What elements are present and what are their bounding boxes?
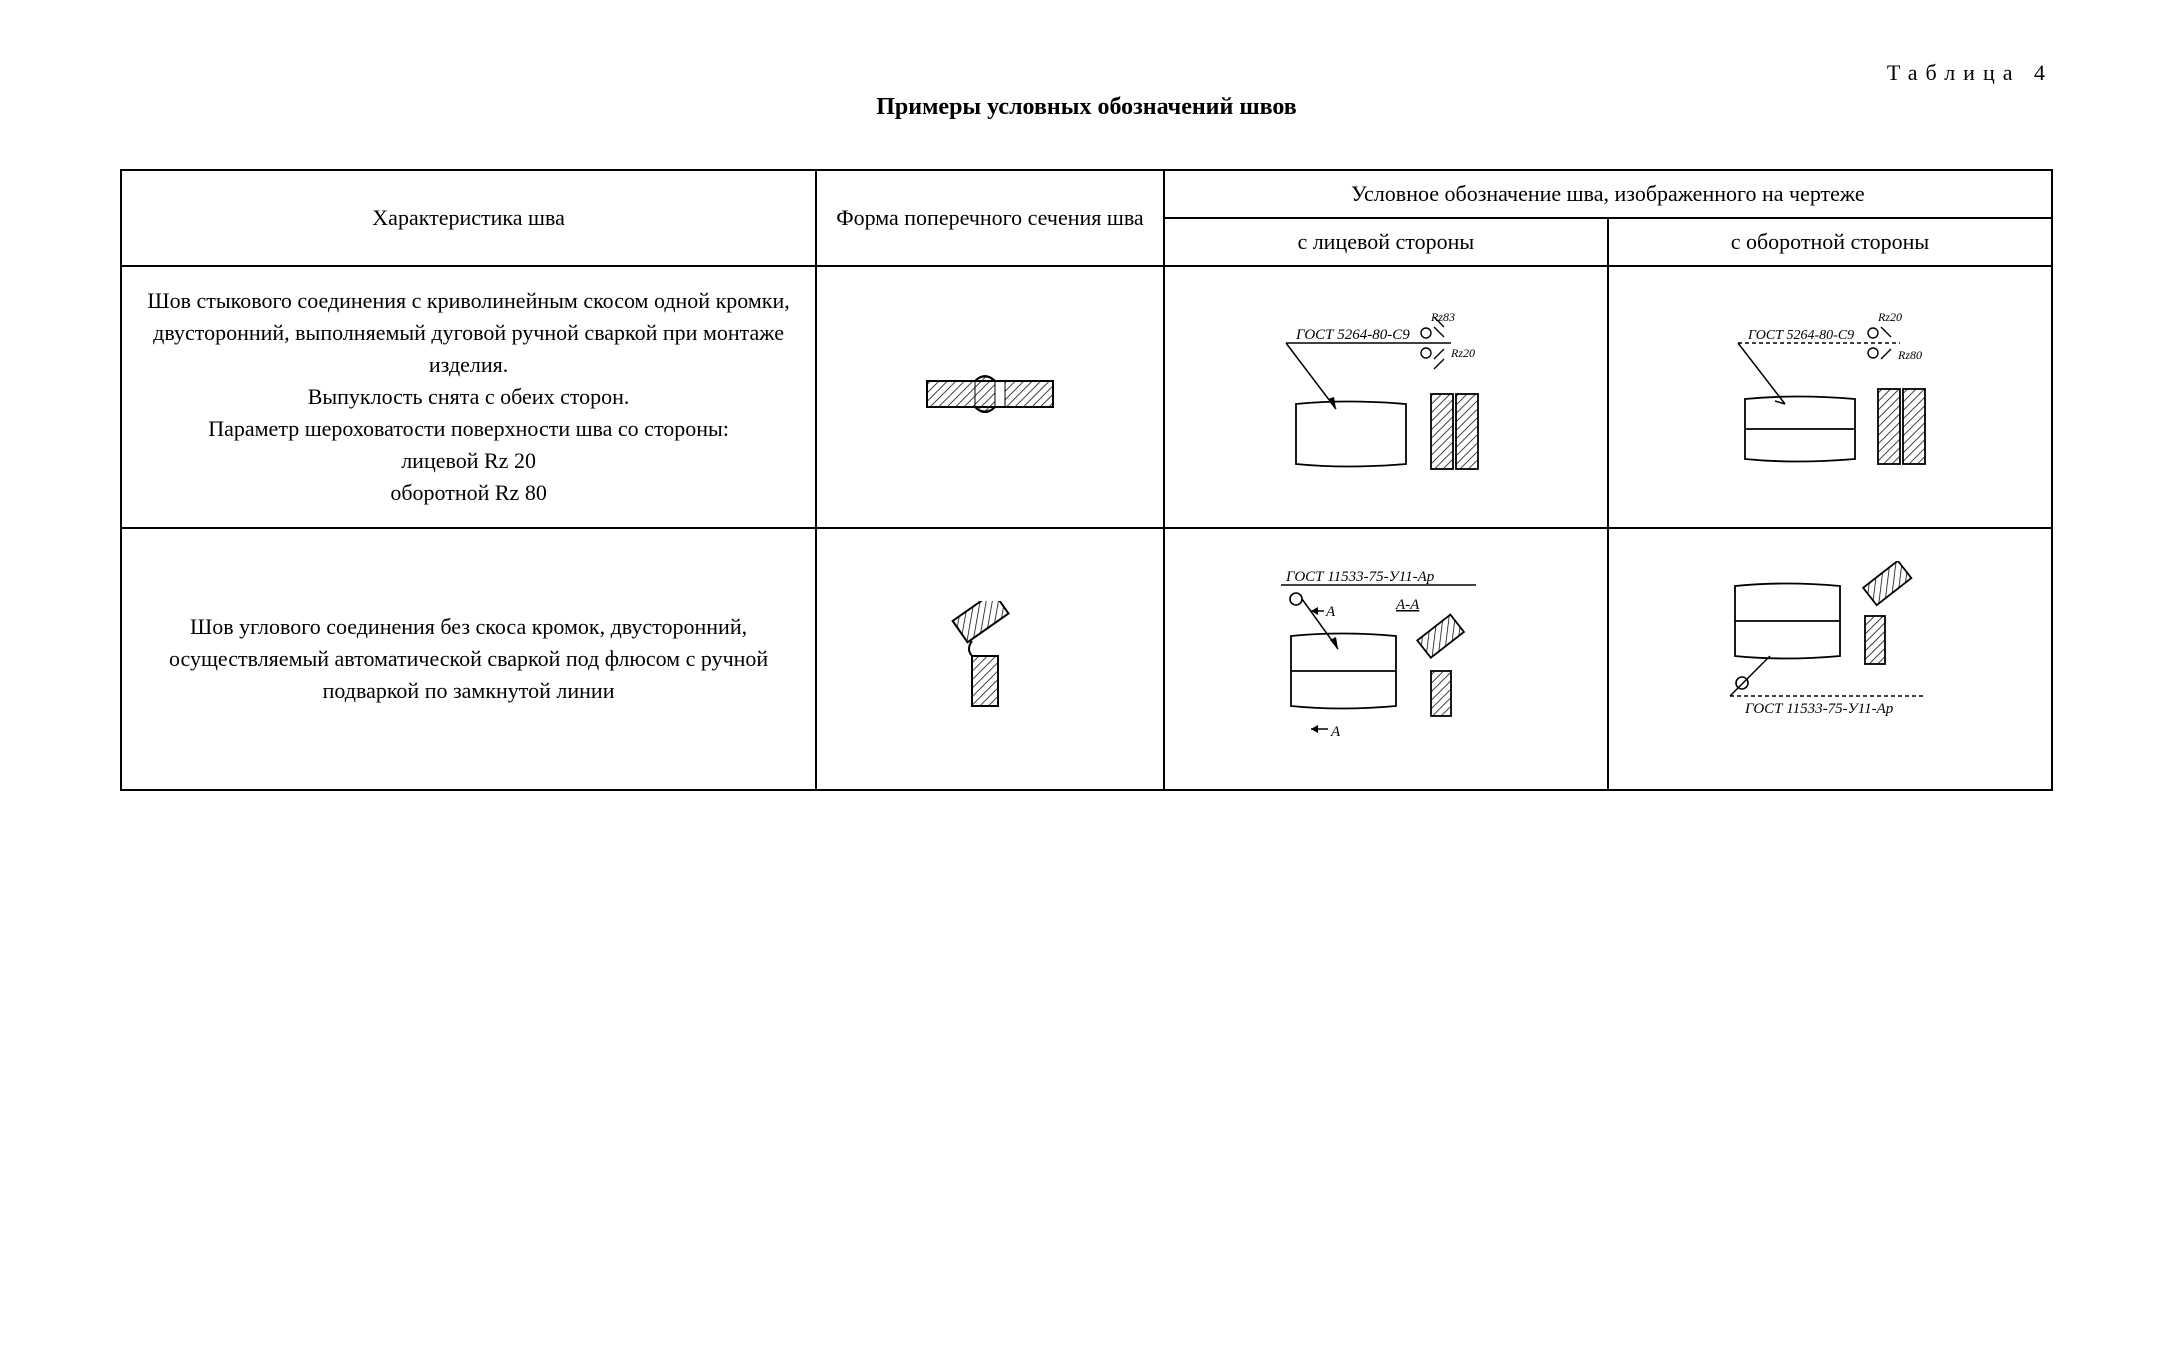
cross-section-icon xyxy=(940,601,1040,711)
table-number-label: Таблица 4 xyxy=(120,60,2053,86)
cell-cross-section xyxy=(816,528,1164,790)
section-aa: А-А xyxy=(1395,597,1420,613)
header-characteristic: Характеристика шва xyxy=(121,170,816,266)
cross-section-icon xyxy=(925,369,1055,419)
header-back-side: с оборотной стороны xyxy=(1608,218,2052,266)
cell-back-designation: ГОСТ 11533-75-У11-Ар xyxy=(1608,528,2052,790)
cell-characteristic: Шов стыкового соединения с криволинейным… xyxy=(121,266,816,528)
cell-back-designation: ГОСТ 5264-80-С9 Rz20 Rz80 xyxy=(1608,266,2052,528)
cell-front-designation: ГОСТ 5264-80-С9 Rz83 Rz20 xyxy=(1164,266,1608,528)
cell-cross-section xyxy=(816,266,1164,528)
weld-symbol-back-icon: ГОСТ 5264-80-С9 Rz20 Rz80 xyxy=(1700,299,1960,489)
weld-designations-table: Характеристика шва Форма поперечного сеч… xyxy=(120,169,2053,791)
table-row: Шов углового соединения без скоса кромок… xyxy=(121,528,2052,790)
characteristic-text: Шов углового соединения без скоса кромок… xyxy=(136,611,801,707)
rz-lower: Rz20 xyxy=(1450,346,1475,360)
characteristic-text: Шов стыкового соединения с криволинейным… xyxy=(136,285,801,508)
header-front-side: с лицевой стороны xyxy=(1164,218,1608,266)
gost-label: ГОСТ 11533-75-У11-Ар xyxy=(1285,569,1435,585)
header-cross-section: Форма поперечного сечения шва xyxy=(816,170,1164,266)
rz-lower: Rz80 xyxy=(1897,348,1922,362)
rz-upper: Rz83 xyxy=(1430,310,1455,324)
gost-label: ГОСТ 5264-80-С9 xyxy=(1747,328,1854,343)
weld-symbol-front-icon: ГОСТ 11533-75-У11-Ар А А-А А xyxy=(1256,561,1516,751)
section-a: А xyxy=(1325,604,1336,620)
gost-label: ГОСТ 11533-75-У11-Ар xyxy=(1744,701,1894,717)
cell-characteristic: Шов углового соединения без скоса кромок… xyxy=(121,528,816,790)
gost-label: ГОСТ 5264-80-С9 xyxy=(1295,327,1410,343)
header-designation-group: Условное обозначение шва, изображенного … xyxy=(1164,170,2052,218)
weld-symbol-front-icon: ГОСТ 5264-80-С9 Rz83 Rz20 xyxy=(1256,299,1516,489)
cell-front-designation: ГОСТ 11533-75-У11-Ар А А-А А xyxy=(1164,528,1608,790)
rz-upper: Rz20 xyxy=(1877,310,1902,324)
section-a-bottom: А xyxy=(1330,724,1341,740)
weld-symbol-back-icon: ГОСТ 11533-75-У11-Ар xyxy=(1700,561,1960,751)
table-row: Шов стыкового соединения с криволинейным… xyxy=(121,266,2052,528)
table-title: Примеры условных обозначений швов xyxy=(120,94,2053,121)
